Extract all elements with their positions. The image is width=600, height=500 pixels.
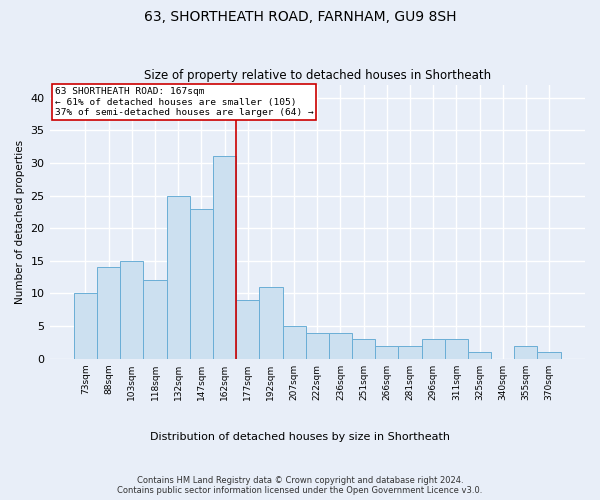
Bar <box>468 352 491 359</box>
Bar <box>398 346 422 359</box>
Bar <box>329 332 352 359</box>
Bar <box>514 346 538 359</box>
Text: Distribution of detached houses by size in Shortheath: Distribution of detached houses by size … <box>150 432 450 442</box>
Bar <box>97 268 120 359</box>
Bar <box>213 156 236 359</box>
Title: Size of property relative to detached houses in Shortheath: Size of property relative to detached ho… <box>144 69 491 82</box>
Bar <box>74 294 97 359</box>
Bar <box>120 261 143 359</box>
Bar <box>259 287 283 359</box>
Bar <box>538 352 560 359</box>
Text: 63 SHORTHEATH ROAD: 167sqm
← 61% of detached houses are smaller (105)
37% of sem: 63 SHORTHEATH ROAD: 167sqm ← 61% of deta… <box>55 88 314 117</box>
Bar <box>236 300 259 359</box>
Bar <box>375 346 398 359</box>
Bar <box>283 326 305 359</box>
Text: 63, SHORTHEATH ROAD, FARNHAM, GU9 8SH: 63, SHORTHEATH ROAD, FARNHAM, GU9 8SH <box>144 10 456 24</box>
Bar <box>422 339 445 359</box>
Bar <box>305 332 329 359</box>
Bar <box>352 339 375 359</box>
Bar <box>190 208 213 359</box>
Bar <box>143 280 167 359</box>
Y-axis label: Number of detached properties: Number of detached properties <box>15 140 25 304</box>
Bar <box>445 339 468 359</box>
Bar <box>167 196 190 359</box>
Text: Contains HM Land Registry data © Crown copyright and database right 2024.
Contai: Contains HM Land Registry data © Crown c… <box>118 476 482 495</box>
